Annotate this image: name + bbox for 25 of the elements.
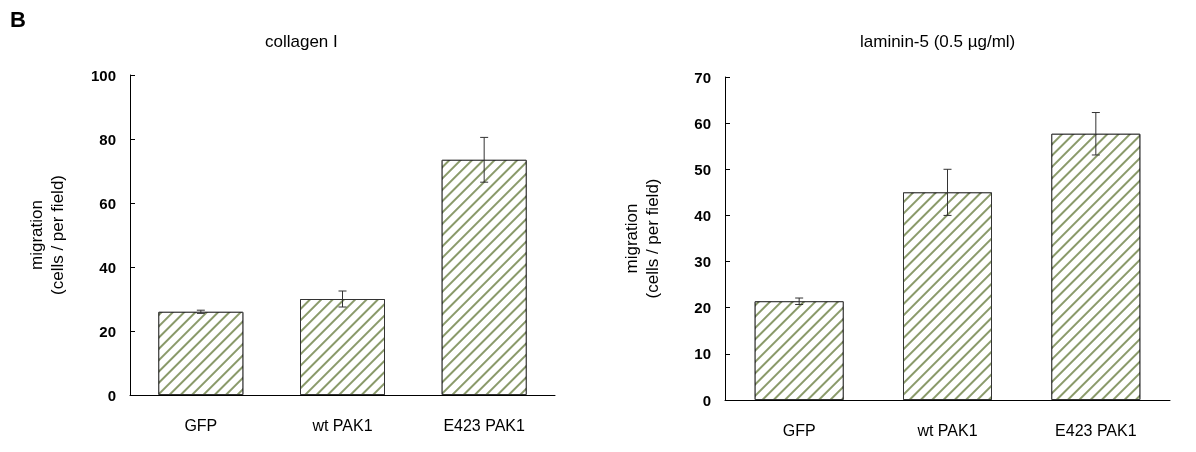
y-tick-label: 0 [107,386,116,404]
x-tick-label: GFP [184,416,218,434]
y-tick-label: 10 [694,345,711,363]
y-tick-label: 50 [694,160,711,178]
chart-title: laminin-5 (0.5 µg/ml) [860,32,1016,51]
y-tick-label: 80 [99,130,116,148]
y-tick-label: 0 [702,391,711,409]
y-axis-title: migration (cells / per field) [27,175,67,295]
y-tick-label: 40 [694,206,711,224]
y-tick-label: 20 [99,322,116,340]
x-tick-label: wt PAK1 [916,421,978,439]
x-tick-label: GFP [782,421,816,439]
y-axis-title: migration (cells / per field) [622,178,662,299]
y-tick-label: 100 [90,66,116,84]
y-tick-label: 20 [694,299,711,317]
y-tick-label: 70 [694,68,711,86]
x-tick-label: E423 PAK1 [443,416,526,434]
chart-title: collagen I [265,32,338,51]
text: B [10,6,26,32]
x-tick-label: E423 PAK1 [1055,421,1137,439]
x-tick-label: wt PAK1 [311,416,373,434]
y-tick-label: 60 [694,114,711,132]
y-tick-label: 30 [694,253,711,271]
y-tick-label: 40 [99,258,116,276]
y-tick-label: 60 [99,194,116,212]
